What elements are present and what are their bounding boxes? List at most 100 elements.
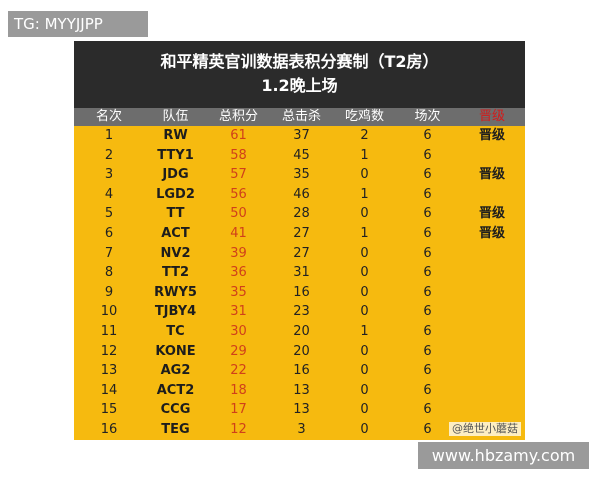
chicken-dinners-cell: 0	[360, 363, 369, 379]
table-row: 14 ACT2 18 13 0 6	[74, 381, 525, 401]
table-row: 8 TT2 36 31 0 6	[74, 263, 525, 283]
team-cell: TC	[166, 323, 185, 339]
team-cell: JDG	[162, 167, 189, 183]
matches-cell: 6	[423, 421, 432, 437]
total-points-cell: 39	[230, 245, 247, 261]
table-body: 1 RW 61 37 2 6 晋级 2 TTY1 58 45 1 6 3 JDG 57 35 0 6 晋级 4 LGD2 5…	[74, 126, 525, 440]
team-cell: TTY1	[157, 147, 194, 163]
matches-cell: 6	[423, 304, 432, 320]
rank-cell: 8	[104, 265, 114, 281]
total-points-cell: 50	[230, 206, 247, 222]
matches-cell: 6	[423, 147, 432, 163]
table-row: 4 LGD2 56 46 1 6	[74, 185, 525, 205]
total-points-cell: 31	[230, 304, 247, 320]
table-row: 13 AG2 22 16 0 6	[74, 361, 525, 381]
matches-header: 场次	[414, 109, 441, 124]
matches-cell: 6	[423, 265, 432, 281]
advance-cell	[459, 322, 525, 342]
team-cell: TEG	[161, 421, 190, 437]
matches-cell: 6	[423, 284, 432, 300]
chicken-dinners-cell: 0	[360, 206, 369, 222]
chicken-dinners-cell: 0	[360, 343, 369, 359]
total-kills-header: 总击杀	[281, 109, 321, 124]
table-row: 6 ACT 41 27 1 6 晋级	[74, 224, 525, 244]
table-row: 5 TT 50 28 0 6 晋级	[74, 204, 525, 224]
total-points-cell: 36	[230, 265, 247, 281]
total-kills-cell: 27	[293, 225, 310, 241]
total-points-cell: 56	[230, 186, 247, 202]
total-points-cell: 35	[230, 284, 247, 300]
total-kills-cell: 35	[293, 167, 310, 183]
chicken-dinners-cell: 0	[360, 304, 369, 320]
total-kills-cell: 45	[293, 147, 310, 163]
chicken-dinners-cell: 0	[360, 402, 369, 418]
chicken-dinners-cell: 1	[360, 147, 369, 163]
table-header-banner: 和平精英官训数据表积分赛制（T2房） 1.2晚上场	[74, 41, 525, 108]
total-points-cell: 29	[230, 343, 247, 359]
matches-cell: 6	[423, 128, 432, 143]
rank-cell: 2	[104, 147, 114, 163]
table-row: 7 NV2 39 27 0 6	[74, 244, 525, 264]
matches-cell: 6	[423, 186, 432, 202]
chicken-dinners-cell: 0	[360, 421, 369, 437]
table-row: 12 KONE 29 20 0 6	[74, 342, 525, 362]
team-cell: RWY5	[154, 284, 197, 300]
table-subtitle: 1.2晚上场	[261, 76, 338, 95]
chicken-dinners-cell: 0	[360, 245, 369, 261]
advance-cell	[459, 361, 525, 381]
matches-cell: 6	[423, 323, 432, 339]
advance-cell	[459, 263, 525, 283]
rank-cell: 13	[100, 363, 118, 379]
table-row: 15 CCG 17 13 0 6	[74, 400, 525, 420]
rank-cell: 9	[104, 284, 114, 300]
rank-cell: 6	[104, 225, 114, 241]
rank-header: 名次	[95, 109, 122, 124]
total-points-cell: 61	[230, 128, 247, 143]
table-row: 2 TTY1 58 45 1 6	[74, 146, 525, 166]
total-points-header: 总积分	[218, 109, 258, 124]
team-cell: LGD2	[156, 186, 195, 202]
advance-header: 晋级	[478, 109, 505, 124]
rank-cell: 12	[100, 343, 118, 359]
advance-cell: 晋级	[478, 167, 505, 183]
matches-cell: 6	[423, 402, 432, 418]
matches-cell: 6	[423, 225, 432, 241]
rank-cell: 16	[100, 421, 118, 437]
advance-cell	[459, 283, 525, 303]
total-kills-cell: 31	[293, 265, 310, 281]
table-row: 10 TJBY4 31 23 0 6	[74, 302, 525, 322]
team-cell: CCG	[160, 402, 191, 418]
rank-cell: 7	[104, 245, 114, 261]
total-points-cell: 18	[230, 382, 247, 398]
rank-cell: 11	[100, 323, 118, 339]
total-kills-cell: 13	[293, 402, 310, 418]
advance-cell	[459, 342, 525, 362]
total-points-cell: 57	[230, 167, 247, 183]
rank-cell: 10	[100, 304, 118, 320]
total-kills-cell: 16	[293, 363, 310, 379]
chicken-dinners-cell: 0	[360, 284, 369, 300]
total-kills-cell: 37	[293, 128, 310, 143]
total-kills-cell: 27	[293, 245, 310, 261]
team-cell: AG2	[160, 363, 191, 379]
chicken-dinners-cell: 1	[360, 225, 369, 241]
advance-cell: 晋级	[478, 225, 505, 241]
rank-cell: 14	[100, 382, 118, 398]
table-row: 3 JDG 57 35 0 6 晋级	[74, 165, 525, 185]
team-cell: RW	[163, 128, 188, 143]
table-row: 16 TEG 12 3 0 6	[74, 420, 525, 440]
advance-cell: 晋级	[478, 206, 505, 222]
table-row: 1 RW 61 37 2 6 晋级	[74, 126, 525, 146]
chicken-dinners-cell: 0	[360, 382, 369, 398]
team-header: 队伍	[162, 109, 189, 124]
team-cell: KONE	[155, 343, 196, 359]
column-header-row: 名次 队伍 总积分 总击杀 吃鸡数 场次 晋级	[74, 108, 525, 126]
advance-cell	[459, 400, 525, 420]
matches-cell: 6	[423, 382, 432, 398]
total-kills-cell: 16	[293, 284, 310, 300]
total-points-cell: 12	[230, 421, 247, 437]
total-points-cell: 22	[230, 363, 247, 379]
chicken-dinners-cell: 1	[360, 186, 369, 202]
rank-cell: 1	[104, 128, 114, 143]
rank-cell: 4	[104, 186, 114, 202]
